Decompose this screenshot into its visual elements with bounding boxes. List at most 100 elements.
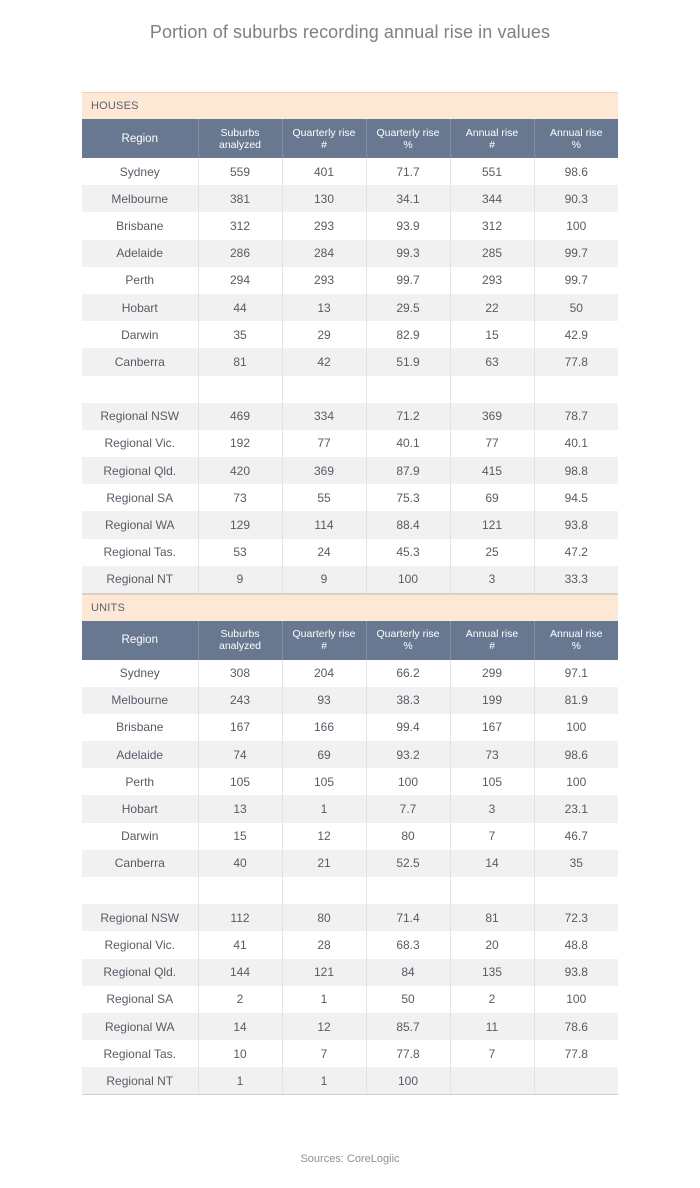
region-cell: Darwin bbox=[121, 829, 159, 844]
column-header: Quarterly rise% bbox=[365, 620, 450, 660]
column-header-line: Annual rise bbox=[465, 126, 519, 139]
table-row: Perth 294 293 99.7 293 99.7 bbox=[82, 266, 618, 294]
value-cell: 12 bbox=[281, 822, 366, 850]
region-cell: Regional Qld. bbox=[103, 965, 177, 980]
region-cell: Melbourne bbox=[111, 191, 169, 206]
value-cell: 66.2 bbox=[365, 659, 450, 687]
value-cell: 7 bbox=[281, 1040, 366, 1068]
table-row: Regional SA 2 1 50 2 100 bbox=[82, 985, 618, 1013]
region-cell: Brisbane bbox=[116, 218, 164, 233]
table-row: Melbourne 381 130 34.1 344 90.3 bbox=[82, 185, 618, 213]
value-cell: 98.6 bbox=[533, 158, 618, 186]
column-header: Suburbs analyzed bbox=[197, 620, 282, 660]
value-cell: 93.8 bbox=[533, 511, 618, 539]
value-cell: 551 bbox=[449, 158, 534, 186]
value-cell: 78.7 bbox=[533, 402, 618, 430]
value-cell bbox=[281, 877, 366, 905]
value-cell: 46.7 bbox=[533, 822, 618, 850]
value-cell: 82.9 bbox=[365, 321, 450, 349]
value-cell bbox=[365, 375, 450, 403]
value-cell: 2 bbox=[449, 985, 534, 1013]
value-cell bbox=[197, 877, 282, 905]
value-cell: 73 bbox=[197, 484, 282, 512]
value-cell: 3 bbox=[449, 565, 534, 594]
value-cell bbox=[449, 375, 534, 403]
value-cell: 73 bbox=[449, 741, 534, 769]
value-cell: 52.5 bbox=[365, 849, 450, 877]
column-header-line: % bbox=[571, 138, 581, 151]
value-cell: 98.6 bbox=[533, 741, 618, 769]
value-cell: 167 bbox=[197, 713, 282, 742]
value-cell: 35 bbox=[533, 849, 618, 877]
value-cell: 401 bbox=[281, 158, 366, 186]
value-cell: 69 bbox=[449, 484, 534, 512]
region-cell: Regional WA bbox=[104, 518, 175, 533]
value-cell: 12 bbox=[281, 1012, 366, 1041]
table-row: Adelaide 286 284 99.3 285 99.7 bbox=[82, 239, 618, 267]
column-header-line: # bbox=[321, 640, 327, 652]
value-cell: 204 bbox=[281, 659, 366, 687]
region-cell: Canberra bbox=[114, 354, 165, 369]
value-cell: 80 bbox=[281, 904, 366, 932]
table-row: Hobart 44 13 29.5 22 50 bbox=[82, 293, 618, 322]
value-cell: 98.8 bbox=[533, 457, 618, 485]
column-header-line: Annual rise bbox=[549, 126, 603, 139]
column-header: Quarterly rise% bbox=[365, 119, 450, 158]
value-cell: 28 bbox=[281, 931, 366, 959]
table-row: Regional NT 9 9 100 3 33.3 bbox=[82, 565, 618, 594]
value-cell: 293 bbox=[281, 266, 366, 294]
value-cell: 1 bbox=[281, 985, 366, 1013]
value-cell: 243 bbox=[197, 686, 282, 714]
value-cell: 144 bbox=[197, 958, 282, 986]
column-header: Quarterly rise # bbox=[281, 119, 366, 158]
region-cell: Adelaide bbox=[116, 747, 164, 762]
value-cell: 68.3 bbox=[365, 931, 450, 959]
value-cell: 7 bbox=[449, 822, 534, 850]
region-cell: Regional NSW bbox=[100, 409, 180, 424]
value-cell: 369 bbox=[449, 402, 534, 430]
value-cell: 21 bbox=[281, 849, 366, 877]
value-cell: 13 bbox=[281, 293, 366, 322]
region-cell: Adelaide bbox=[116, 246, 164, 261]
value-cell: 199 bbox=[449, 686, 534, 714]
table-row: Regional Vic. 192 77 40.1 77 40.1 bbox=[82, 429, 618, 458]
table-row: Regional Tas. 10 7 77.8 7 77.8 bbox=[82, 1040, 618, 1068]
value-cell: 99.7 bbox=[365, 266, 450, 294]
value-cell: 40.1 bbox=[533, 429, 618, 458]
value-cell: 77 bbox=[281, 429, 366, 458]
column-header-line: % bbox=[403, 640, 413, 652]
region-cell: Regional Vic. bbox=[104, 436, 176, 451]
value-cell: 88.4 bbox=[365, 511, 450, 539]
value-cell: 38.3 bbox=[365, 686, 450, 714]
table-row: Regional NSW 469 334 71.2 369 78.7 bbox=[82, 402, 618, 430]
value-cell: 369 bbox=[281, 457, 366, 485]
value-cell: 100 bbox=[533, 985, 618, 1013]
value-cell: 284 bbox=[281, 239, 366, 267]
value-cell: 75.3 bbox=[365, 484, 450, 512]
value-cell bbox=[197, 375, 282, 403]
value-cell: 121 bbox=[449, 511, 534, 539]
table-row bbox=[82, 877, 618, 905]
value-cell: 29 bbox=[281, 321, 366, 349]
region-cell: Perth bbox=[125, 273, 155, 288]
value-cell: 90.3 bbox=[533, 185, 618, 213]
value-cell: 9 bbox=[281, 565, 366, 594]
region-cell: Sydney bbox=[119, 164, 160, 179]
column-header-line: Quarterly rise bbox=[376, 628, 440, 640]
value-cell: 100 bbox=[365, 565, 450, 594]
value-cell: 299 bbox=[449, 659, 534, 687]
table-body: Sydney 308 204 66.2 299 97.1 Melbourne 243 93 38.… bbox=[82, 659, 618, 1096]
region-cell: Regional NSW bbox=[100, 910, 180, 925]
value-cell: 7.7 bbox=[365, 795, 450, 823]
region-cell: Hobart bbox=[121, 802, 158, 817]
region-cell: Regional Tas. bbox=[103, 545, 177, 560]
data-table-container: HOUSES Region Suburbs analyzed Quarterly ris… bbox=[82, 92, 618, 1096]
value-cell: 69 bbox=[281, 741, 366, 769]
value-cell: 94.5 bbox=[533, 484, 618, 512]
value-cell: 105 bbox=[281, 768, 366, 796]
value-cell: 114 bbox=[281, 511, 366, 539]
value-cell: 559 bbox=[197, 158, 282, 186]
column-header-line: # bbox=[321, 138, 327, 151]
header-row: Region Suburbs analyzed Quarterly rise # Quar… bbox=[82, 119, 618, 158]
value-cell: 166 bbox=[281, 713, 366, 742]
